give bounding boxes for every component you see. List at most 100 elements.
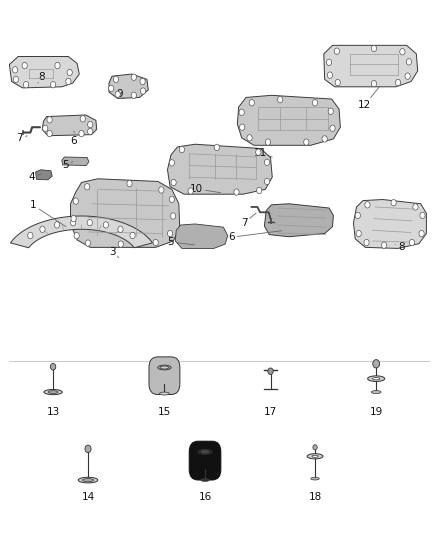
- Circle shape: [249, 100, 254, 106]
- Circle shape: [410, 239, 415, 246]
- Circle shape: [167, 230, 173, 237]
- Text: 5: 5: [168, 237, 194, 247]
- Polygon shape: [167, 144, 272, 194]
- Ellipse shape: [201, 450, 209, 453]
- Circle shape: [50, 82, 56, 88]
- Circle shape: [381, 242, 387, 248]
- Circle shape: [256, 149, 261, 156]
- Ellipse shape: [307, 454, 323, 459]
- Circle shape: [405, 73, 410, 79]
- Text: 5: 5: [62, 160, 73, 171]
- Circle shape: [312, 100, 318, 106]
- Circle shape: [66, 78, 71, 85]
- Text: 15: 15: [158, 407, 171, 417]
- Circle shape: [420, 212, 425, 219]
- Circle shape: [130, 232, 135, 239]
- Circle shape: [328, 108, 333, 115]
- Circle shape: [13, 76, 18, 83]
- Circle shape: [268, 368, 273, 375]
- Circle shape: [239, 109, 244, 116]
- Ellipse shape: [201, 479, 209, 481]
- Circle shape: [365, 201, 370, 208]
- Circle shape: [73, 198, 78, 204]
- Text: 9: 9: [116, 89, 124, 99]
- Circle shape: [23, 82, 28, 88]
- Circle shape: [188, 188, 193, 194]
- Circle shape: [169, 160, 174, 166]
- Circle shape: [356, 230, 361, 237]
- Circle shape: [47, 131, 52, 137]
- Text: 1: 1: [30, 200, 66, 227]
- Polygon shape: [62, 157, 89, 165]
- Circle shape: [50, 364, 56, 370]
- Circle shape: [240, 124, 245, 131]
- Polygon shape: [35, 169, 52, 180]
- Ellipse shape: [44, 390, 62, 394]
- Ellipse shape: [371, 391, 381, 393]
- Ellipse shape: [160, 366, 169, 369]
- Text: 10: 10: [190, 184, 221, 194]
- Circle shape: [153, 239, 158, 246]
- Circle shape: [42, 125, 48, 132]
- Circle shape: [159, 187, 164, 193]
- Circle shape: [373, 360, 380, 368]
- Text: 12: 12: [358, 86, 380, 110]
- Text: 18: 18: [308, 492, 321, 502]
- Circle shape: [40, 226, 45, 232]
- Ellipse shape: [48, 391, 58, 393]
- Circle shape: [118, 241, 124, 247]
- Circle shape: [313, 445, 317, 450]
- Circle shape: [400, 49, 405, 55]
- Circle shape: [413, 204, 418, 210]
- Circle shape: [265, 139, 271, 146]
- Circle shape: [335, 79, 340, 86]
- Circle shape: [12, 67, 18, 73]
- Circle shape: [103, 222, 109, 228]
- Circle shape: [214, 144, 219, 151]
- Circle shape: [171, 179, 176, 185]
- Text: 11: 11: [254, 148, 272, 158]
- Text: 3: 3: [109, 247, 119, 258]
- Circle shape: [326, 59, 332, 66]
- Circle shape: [71, 215, 76, 222]
- Circle shape: [330, 125, 335, 132]
- Text: 17: 17: [264, 407, 277, 417]
- Ellipse shape: [311, 477, 319, 480]
- FancyBboxPatch shape: [189, 441, 221, 480]
- Circle shape: [88, 128, 93, 135]
- Circle shape: [109, 85, 114, 92]
- Circle shape: [55, 62, 60, 69]
- Circle shape: [127, 180, 132, 187]
- Text: 8: 8: [38, 72, 45, 83]
- Circle shape: [371, 80, 377, 87]
- Circle shape: [80, 116, 85, 122]
- Circle shape: [115, 91, 120, 98]
- Circle shape: [54, 222, 60, 228]
- Ellipse shape: [312, 455, 318, 457]
- Polygon shape: [11, 216, 152, 248]
- Circle shape: [247, 135, 252, 141]
- Polygon shape: [42, 115, 97, 136]
- Polygon shape: [71, 179, 180, 247]
- Text: 19: 19: [370, 407, 383, 417]
- Circle shape: [79, 131, 84, 137]
- Ellipse shape: [82, 479, 94, 482]
- Polygon shape: [265, 204, 333, 237]
- Circle shape: [419, 230, 424, 237]
- Circle shape: [131, 92, 137, 99]
- Circle shape: [88, 122, 93, 128]
- Circle shape: [118, 226, 123, 232]
- Circle shape: [234, 189, 239, 195]
- Text: 14: 14: [81, 492, 95, 502]
- Circle shape: [304, 139, 309, 146]
- Ellipse shape: [78, 477, 98, 483]
- Text: 6: 6: [228, 231, 282, 243]
- Text: 13: 13: [46, 407, 60, 417]
- Circle shape: [22, 62, 27, 69]
- Polygon shape: [10, 56, 79, 88]
- Ellipse shape: [158, 365, 171, 370]
- Polygon shape: [353, 199, 426, 248]
- Polygon shape: [324, 45, 418, 87]
- Circle shape: [265, 159, 270, 165]
- Circle shape: [406, 59, 412, 65]
